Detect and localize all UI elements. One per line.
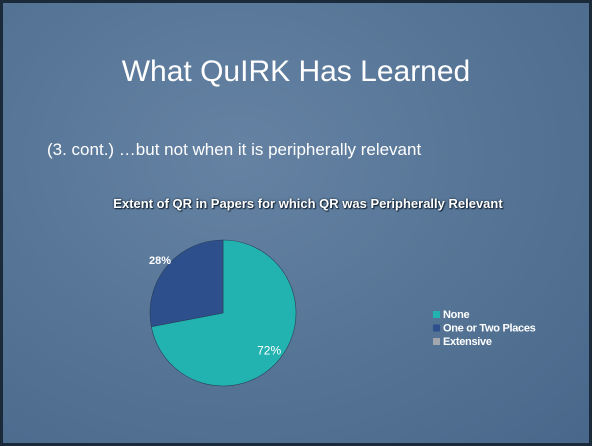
pie-slice <box>149 239 224 328</box>
data-label: 72% <box>257 343 281 357</box>
legend-label: None <box>443 309 469 321</box>
slide-text: (3. cont.) …but not when it is periphera… <box>47 140 422 159</box>
pie-slice <box>150 239 297 387</box>
legend-swatch <box>433 338 440 345</box>
legend-label: Extensive <box>443 336 492 348</box>
data-label: 28% <box>149 255 171 267</box>
legend-label: One or Two Places <box>443 322 536 334</box>
slide-title: What QuIRK Has Learned <box>121 55 471 88</box>
chart-title: Extent of QR in Papers for which QR was … <box>113 196 503 211</box>
legend-swatch <box>433 324 440 332</box>
legend-swatch <box>433 311 440 318</box>
